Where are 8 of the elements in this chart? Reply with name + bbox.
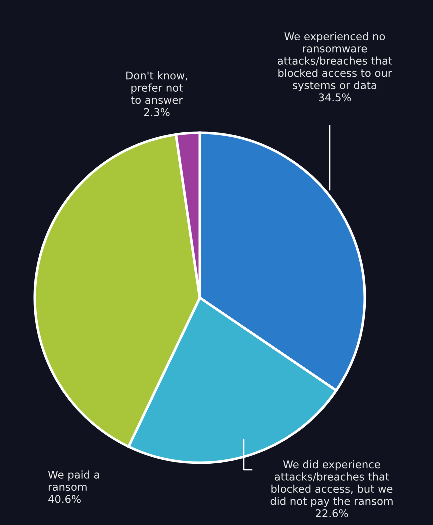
data-label: 40.6%	[48, 495, 81, 504]
data-label: 22.6%	[316, 510, 348, 518]
data-label: 2.3%	[144, 108, 170, 116]
slice-label: We experienced no ransomware attacks/breaches that blocked access to our systems or data	[278, 32, 392, 92]
slice-label: We did experience attacks/breaches that blocked access, but we did not pay the ransom	[270, 460, 393, 508]
slice-label: Don't know, prefer not to answer	[126, 72, 188, 104]
slice-label: We paid a ransom	[48, 470, 100, 492]
data-label: 34.5%	[319, 94, 352, 102]
